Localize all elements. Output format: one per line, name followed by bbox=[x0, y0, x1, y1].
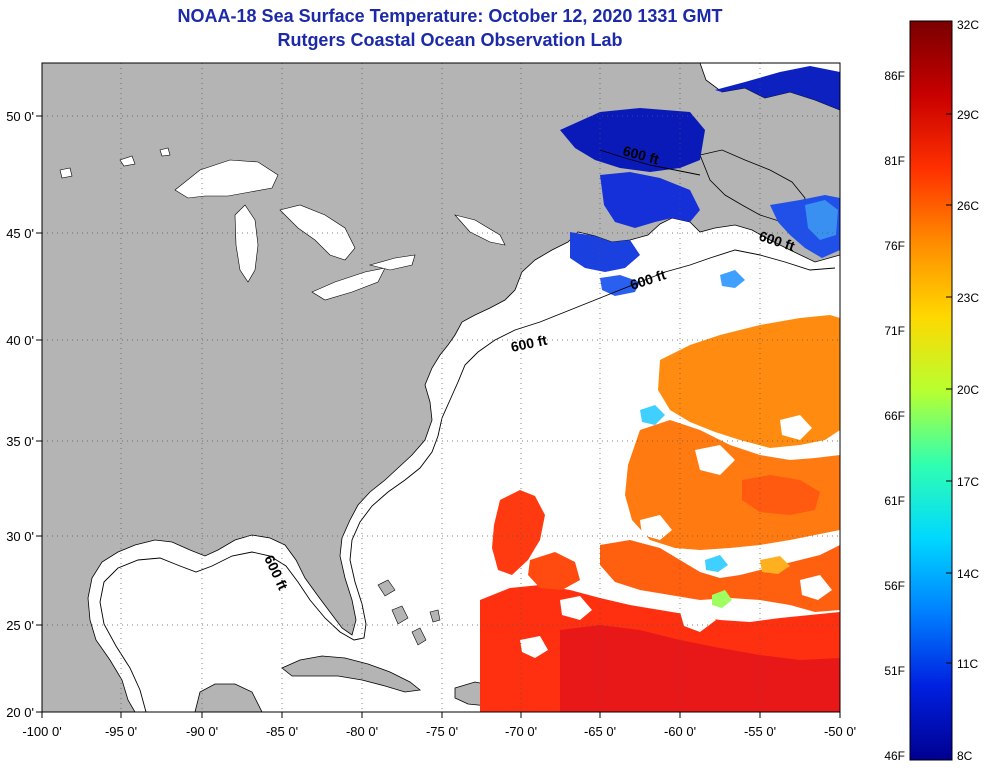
x-tick-label: -75 0' bbox=[426, 724, 458, 739]
x-tick-label: -100 0' bbox=[22, 724, 61, 739]
isobath-north bbox=[599, 149, 701, 176]
colorbar-celsius-label: 23C bbox=[957, 291, 979, 305]
colorbar-fahrenheit-label: 76F bbox=[884, 239, 905, 253]
colorbar-fahrenheit-label: 66F bbox=[884, 409, 905, 423]
colorbar-fahrenheit-label: 81F bbox=[884, 154, 905, 168]
y-tick-label: 40 0' bbox=[6, 333, 34, 348]
y-tick-label: 45 0' bbox=[6, 226, 34, 241]
colorbar-fahrenheit-label: 86F bbox=[884, 69, 905, 83]
x-tick-label: -55 0' bbox=[744, 724, 776, 739]
yucatan-land bbox=[194, 683, 263, 712]
y-tick-label: 35 0' bbox=[6, 434, 34, 449]
x-tick-label: -60 0' bbox=[664, 724, 696, 739]
colorbar-celsius-label: 8C bbox=[957, 749, 973, 763]
colorbar-fahrenheit-label: 71F bbox=[884, 324, 905, 338]
warm-water-field bbox=[480, 315, 840, 712]
latitude-axis: 50 0' 45 0' 40 0' 35 0' 30 0' 25 0' 20 0' bbox=[6, 109, 42, 720]
graticule bbox=[42, 63, 840, 712]
x-tick-label: -90 0' bbox=[186, 724, 218, 739]
x-tick-label: -80 0' bbox=[346, 724, 378, 739]
longitude-axis: -100 0' -95 0' -90 0' -85 0' -80 0' -75 0' -70… bbox=[22, 712, 856, 739]
cloud-gaps bbox=[520, 415, 832, 658]
cold-water-field bbox=[560, 66, 840, 296]
bahamas-islands bbox=[377, 579, 441, 646]
x-tick-label: -70 0' bbox=[505, 724, 537, 739]
x-tick-label: -95 0' bbox=[105, 724, 137, 739]
map-title: NOAA-18 Sea Surface Temperature: October… bbox=[177, 6, 723, 26]
y-tick-label: 50 0' bbox=[6, 109, 34, 124]
colorbar-celsius-label: 11C bbox=[957, 657, 978, 671]
map-frame bbox=[41, 62, 841, 713]
colorbar-celsius-label: 32C bbox=[957, 18, 979, 32]
colorbar-celsius-label: 29C bbox=[957, 108, 979, 122]
colorbar-celsius-label: 17C bbox=[957, 475, 979, 489]
y-tick-label: 30 0' bbox=[6, 529, 34, 544]
colorbar-labels: 32C 29C 26C 23C 20C 17C 14C 11C 8C 86F 81F 76F 71F 66… bbox=[884, 18, 979, 763]
colorbar-fahrenheit-label: 51F bbox=[884, 664, 905, 678]
colorbar-celsius-label: 26C bbox=[957, 199, 979, 213]
contour-label-mid-atlantic: 600 ft bbox=[509, 332, 548, 355]
colorbar-fahrenheit-label: 61F bbox=[884, 494, 905, 508]
colorbar-fahrenheit-label: 56F bbox=[884, 579, 905, 593]
y-tick-label: 20 0' bbox=[6, 705, 34, 720]
great-lakes bbox=[59, 147, 506, 301]
y-tick-label: 25 0' bbox=[6, 618, 34, 633]
colorbar-celsius-label: 14C bbox=[957, 567, 979, 581]
x-tick-label: -50 0' bbox=[824, 724, 856, 739]
map-subtitle: Rutgers Coastal Ocean Observation Lab bbox=[277, 30, 623, 50]
isobath-600ft bbox=[99, 249, 836, 712]
colorbar-celsius-label: 20C bbox=[957, 383, 979, 397]
x-tick-label: -85 0' bbox=[266, 724, 298, 739]
colorbar-fahrenheit-label: 46F bbox=[884, 749, 905, 763]
colorbar bbox=[909, 20, 953, 761]
cuba-land bbox=[281, 655, 421, 693]
x-tick-label: -65 0' bbox=[584, 724, 616, 739]
